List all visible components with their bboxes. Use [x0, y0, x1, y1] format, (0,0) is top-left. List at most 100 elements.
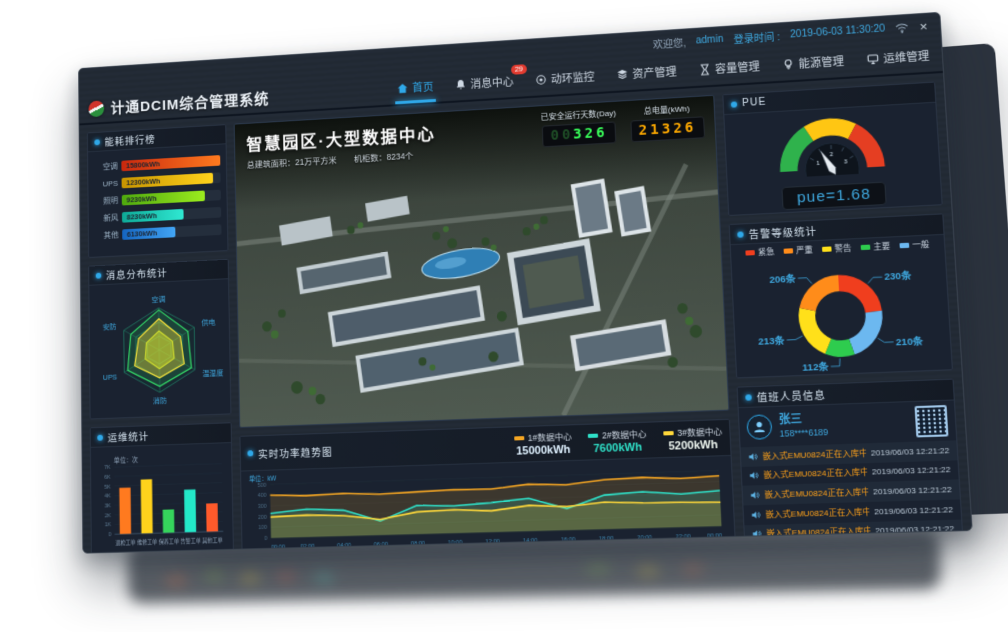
- energy-rank-label: 新风: [103, 213, 119, 223]
- nav-item-label: 动环监控: [550, 71, 595, 87]
- nav-bar: 计通DCIM综合管理系统 首页 消息中心 29 动环监控 资产管理 容量管理 能源管理 运维管…: [79, 36, 943, 126]
- svg-text:1: 1: [816, 161, 820, 167]
- energy-rank-value: 12300kWh: [126, 176, 161, 188]
- energy-rank-row: UPS 12300kWh: [94, 172, 221, 190]
- energy-rank-track: 12300kWh: [121, 172, 221, 189]
- duty-message-text: 嵌入式EMU0824正在入库中: [762, 448, 866, 461]
- svg-text:7K: 7K: [104, 465, 111, 471]
- duty-message-text: 嵌入式EMU0824正在入库中: [765, 506, 870, 520]
- legend-swatch: [860, 244, 871, 251]
- legend-name: 紧急: [757, 247, 775, 258]
- duty-message-time: 2019/06/03 12:21:22: [874, 504, 954, 517]
- legend-value: 15000kWh: [515, 443, 571, 458]
- speaker-icon: [750, 491, 760, 501]
- panel-alarm-levels: 告警等级统计 紧急 严重 警告 主要 一般 230条 210条 112条 213条 206条: [728, 213, 953, 379]
- nav-item-label: 运维管理: [883, 50, 930, 66]
- svg-text:温湿度: 温湿度: [202, 368, 223, 378]
- close-icon[interactable]: ×: [919, 18, 928, 34]
- legend-value: 7600kWh: [593, 440, 643, 455]
- panel-pue-title: PUE: [741, 96, 767, 110]
- legend-swatch: [745, 250, 755, 256]
- nav-item-hourglass[interactable]: 容量管理: [696, 58, 762, 86]
- panel-duty: 值班人员信息 张三 158****6189 嵌入式E: [736, 378, 964, 546]
- svg-text:其他工单: 其他工单: [202, 536, 223, 545]
- panel-radar-title: 消息分布统计: [105, 268, 168, 283]
- panel-trend-title: 实时功率趋势图: [257, 447, 333, 461]
- username[interactable]: admin: [695, 33, 724, 47]
- svg-text:4K: 4K: [104, 494, 111, 500]
- energy-rank-track: 9230kWh: [121, 189, 221, 206]
- safe-days-value: 326: [572, 124, 608, 143]
- layers-icon: [616, 69, 628, 82]
- legend-swatch: [513, 435, 524, 441]
- energy-rank-label: UPS: [102, 179, 118, 189]
- qr-code: [914, 404, 949, 438]
- panel-ops-title: 运维统计: [107, 432, 150, 445]
- svg-text:210条: 210条: [895, 334, 924, 347]
- total-energy-counter: 总电量(kWh) 21326: [630, 102, 706, 143]
- svg-text:UPS: UPS: [103, 374, 117, 383]
- duty-message-time: 2019/06/03 12:21:22: [870, 445, 950, 458]
- svg-text:巡检工单: 巡检工单: [115, 539, 135, 548]
- nav-item-label: 能源管理: [798, 56, 845, 71]
- energy-rank-row: 空调 15800kWh: [94, 155, 221, 173]
- energy-rank-row: 新风 8230kWh: [94, 206, 222, 224]
- svg-text:3: 3: [844, 159, 848, 165]
- nav-item-bell[interactable]: 消息中心 29: [453, 64, 527, 101]
- duty-message-text: 嵌入式EMU0824正在入库中: [764, 487, 869, 500]
- svg-text:6K: 6K: [104, 475, 111, 481]
- energy-rank-label: 其他: [103, 230, 119, 240]
- nav-item-monitor-dot[interactable]: 动环监控: [533, 69, 597, 96]
- dashboard-window: 欢迎您, admin 登录时间 : 2019-06-03 11:30:20 × …: [78, 11, 973, 554]
- panel-alarms-title: 告警等级统计: [748, 226, 818, 242]
- gauge-svg: 1 2 3: [762, 107, 900, 179]
- nav-item-layers[interactable]: 资产管理: [614, 63, 679, 91]
- legend-swatch: [587, 433, 599, 438]
- panel-dot-icon: [95, 272, 102, 279]
- ops-svg: 单位：次7K 6K 5K 4K 3K 2K 1K 0 巡检工单 维修工单 保养工单 告警工单 其他工单: [104, 456, 228, 548]
- left-column: 能耗排行榜 空调 15800kWh UPS 12300kWh 照明 9230kWh 新风 82…: [86, 124, 235, 554]
- monitor-dot-icon: [535, 74, 547, 86]
- trend-legend: 1#数据中心 15000kWh 2#数据中心 7600kWh 3#数据中心 5200kWh: [513, 425, 723, 458]
- svg-text:安防: 安防: [103, 322, 117, 332]
- login-time: 2019-06-03 11:30:20: [789, 22, 886, 40]
- energy-rank-row: 照明 9230kWh: [94, 189, 221, 207]
- energy-rank-bar: 6130kWh: [122, 226, 176, 240]
- person-icon: [754, 421, 765, 433]
- nav-items: 首页 消息中心 29 动环监控 资产管理 容量管理 能源管理 运维管理: [395, 48, 933, 105]
- panel-dot-icon: [737, 230, 744, 238]
- hourglass-icon: [698, 63, 711, 76]
- legend-swatch: [899, 242, 910, 249]
- svg-text:1K: 1K: [105, 523, 112, 529]
- campus-aerial-image: [234, 95, 729, 428]
- panel-dot-icon: [94, 138, 100, 145]
- duty-person: 张三 158****6189: [739, 401, 957, 448]
- pue-gauge: 1 2 3: [762, 107, 901, 184]
- donut-svg: 230条 210条 112条 213条 206条: [758, 249, 924, 377]
- nav-item-bulb[interactable]: 能源管理: [780, 53, 847, 81]
- nav-item-label: 消息中心: [470, 76, 514, 91]
- panel-dot-icon: [247, 450, 254, 457]
- screen-icon: [866, 53, 879, 66]
- legend-value: 5200kWh: [668, 438, 718, 453]
- svg-text:保养工单: 保养工单: [159, 537, 179, 546]
- nav-item-screen[interactable]: 运维管理: [864, 48, 932, 76]
- legend-swatch: [821, 246, 832, 252]
- speaker-icon: [751, 510, 761, 520]
- nav-item-label: 首页: [412, 81, 434, 95]
- energy-rank-track: 8230kWh: [121, 206, 222, 223]
- svg-text:单位：kW: 单位：kW: [249, 474, 277, 483]
- safe-days-counter: 已安全运行天数(Day) 00326: [541, 108, 618, 148]
- svg-text:2: 2: [830, 152, 834, 158]
- legend-name: 2#数据中心: [601, 428, 647, 441]
- panel-dot-icon: [97, 434, 103, 441]
- nav-item-home[interactable]: 首页: [395, 79, 436, 105]
- energy-rank-value: 6130kWh: [126, 228, 158, 239]
- svg-text:100: 100: [258, 525, 267, 531]
- svg-text:300: 300: [258, 504, 267, 510]
- svg-text:400: 400: [258, 493, 267, 499]
- radar-chart: 空调 供电 温湿度 消防 UPS 安防: [89, 279, 230, 418]
- legend-swatch: [662, 430, 674, 436]
